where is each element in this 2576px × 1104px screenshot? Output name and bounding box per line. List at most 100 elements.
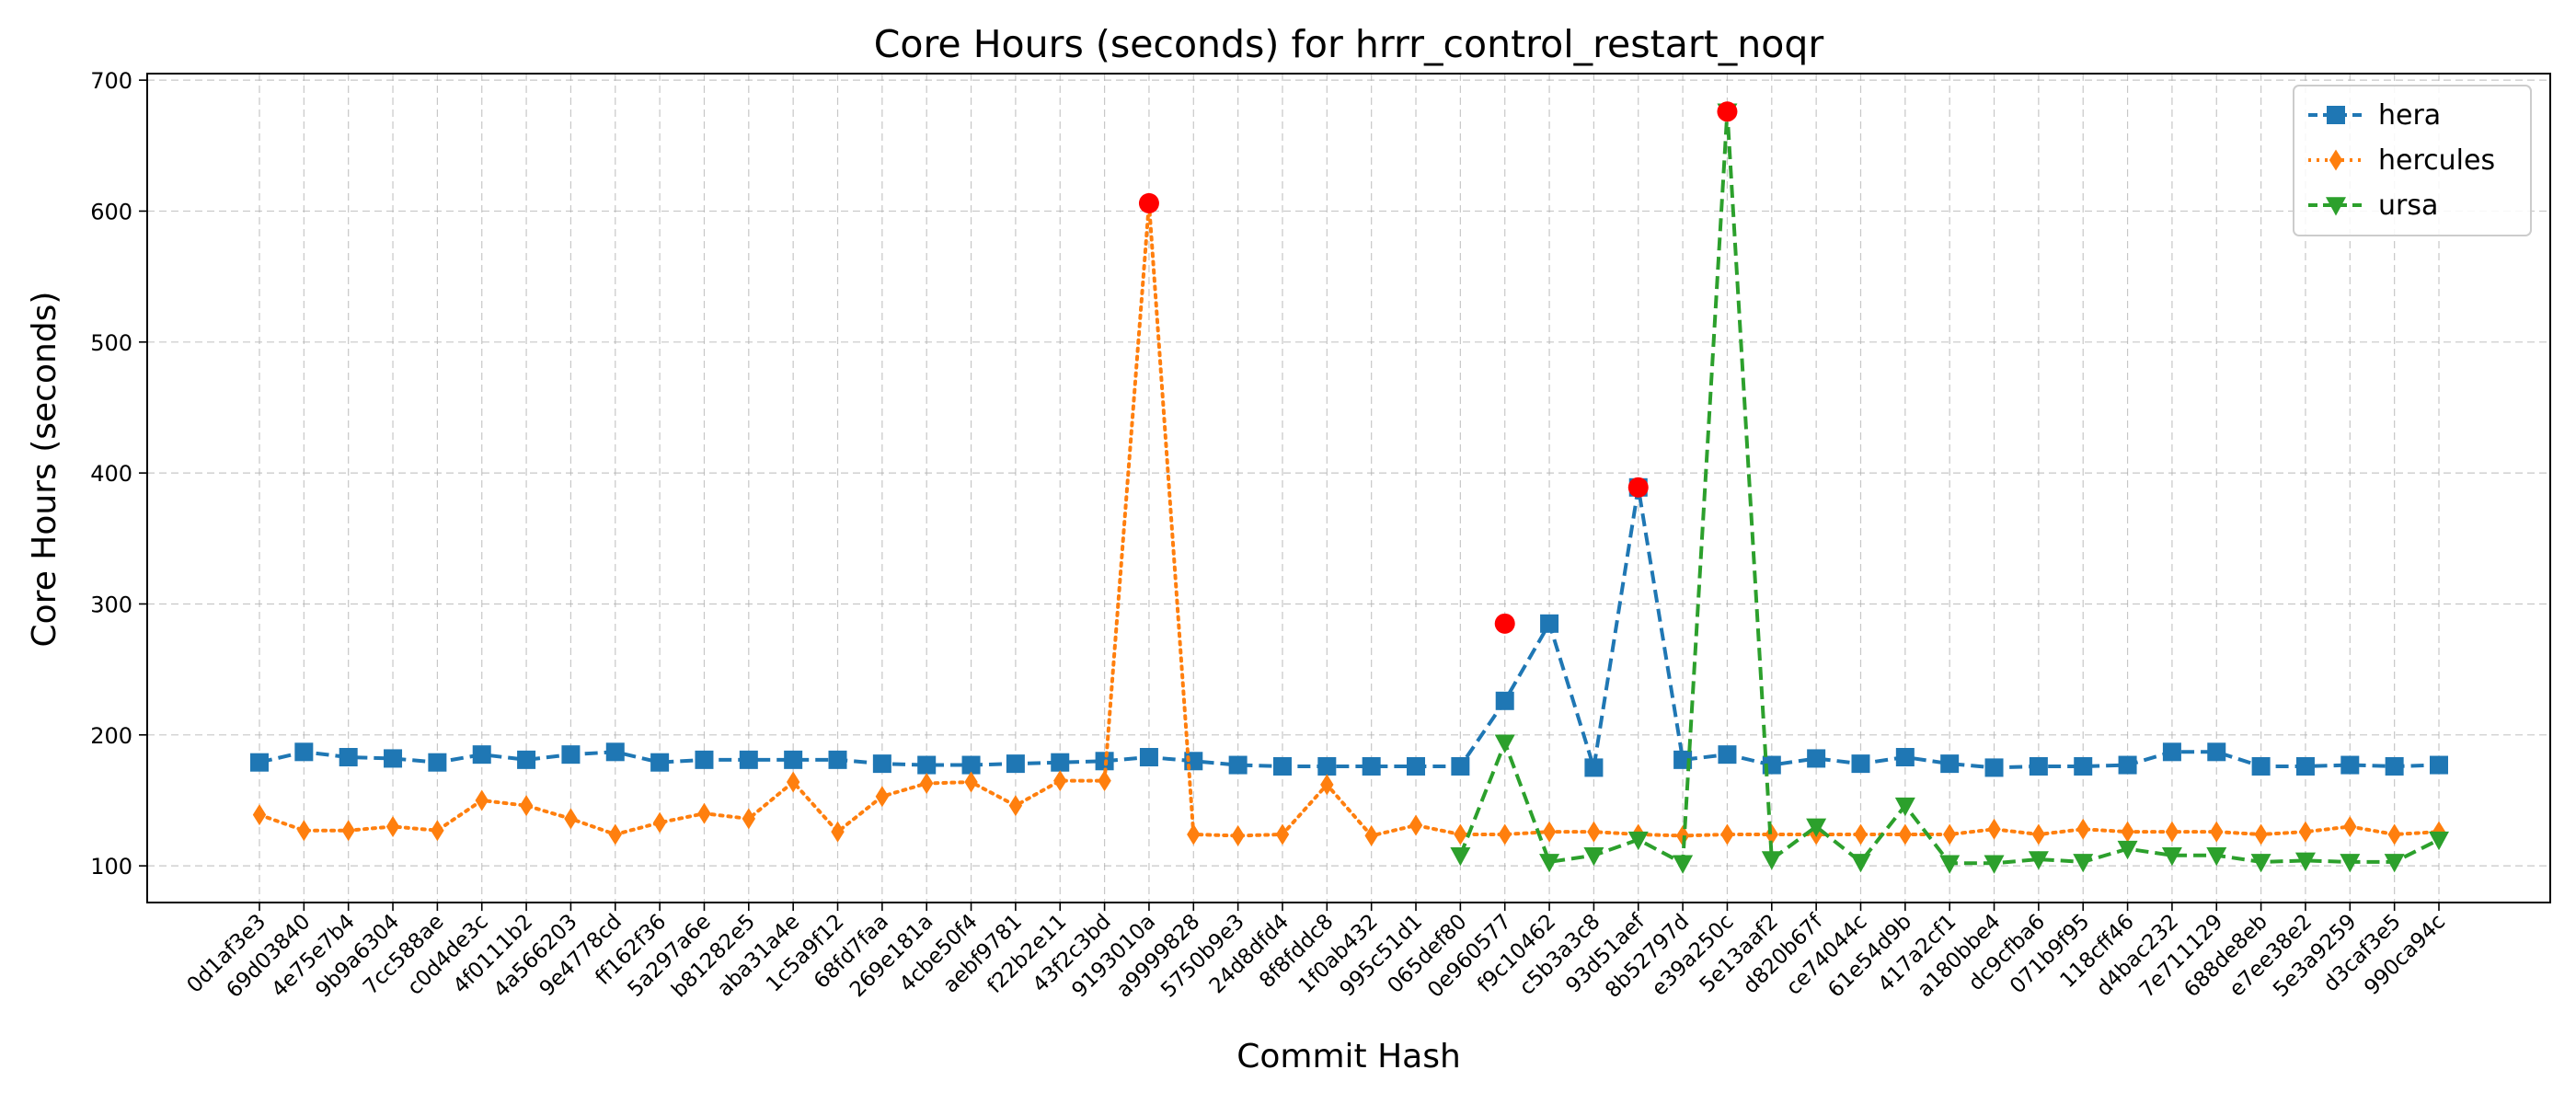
data-point-hera bbox=[1495, 691, 1514, 710]
data-point-hercules bbox=[1098, 770, 1111, 792]
data-point-hercules bbox=[2031, 823, 2046, 845]
data-point-ursa bbox=[1761, 851, 1782, 870]
data-point-hercules bbox=[2387, 823, 2401, 845]
data-point-hera bbox=[2385, 756, 2404, 776]
data-point-hera bbox=[339, 748, 358, 767]
data-point-hera bbox=[2430, 755, 2448, 775]
data-point-ursa bbox=[1984, 855, 2005, 874]
data-point-hera bbox=[1407, 756, 1426, 776]
data-point-hera bbox=[1139, 748, 1158, 767]
legend-item-hercules: hercules bbox=[2308, 144, 2495, 177]
data-point-hercules bbox=[2121, 821, 2134, 843]
data-point-hercules bbox=[1364, 824, 1378, 846]
data-point-hercules bbox=[2076, 818, 2090, 840]
data-point-ursa bbox=[1583, 846, 1604, 867]
y-tick-label: 600 bbox=[90, 199, 132, 224]
y-tick-label: 300 bbox=[90, 592, 132, 617]
data-point-hercules bbox=[1275, 823, 1290, 845]
series-ursa bbox=[1450, 103, 2449, 874]
data-point-hera bbox=[517, 750, 536, 769]
chart-title: Core Hours (seconds) for hrrr_control_re… bbox=[874, 22, 1824, 66]
anomaly-point bbox=[1627, 477, 1649, 498]
data-point-hercules bbox=[431, 820, 444, 842]
data-point-hercules bbox=[519, 795, 534, 817]
data-point-hera bbox=[1895, 748, 1915, 767]
data-point-hera bbox=[1317, 756, 1337, 776]
data-point-hercules bbox=[1942, 823, 1957, 845]
data-point-ursa bbox=[2429, 831, 2449, 851]
data-point-hercules bbox=[341, 820, 355, 842]
data-point-hercules bbox=[297, 820, 311, 842]
data-point-hercules bbox=[1542, 821, 1557, 843]
data-point-ursa bbox=[1806, 818, 1827, 837]
y-axis: 100 200 300 400 500 600 700 bbox=[90, 68, 147, 880]
data-point-hera bbox=[2295, 756, 2315, 776]
data-point-ursa bbox=[2161, 846, 2182, 867]
anomaly-point bbox=[1717, 101, 1738, 122]
data-point-ursa bbox=[1673, 855, 1694, 874]
data-point-hercules bbox=[1987, 818, 2001, 840]
data-point-hercules bbox=[875, 786, 890, 808]
data-point-hera bbox=[1228, 755, 1248, 775]
legend-item-hera: hera bbox=[2308, 99, 2441, 132]
data-point-hera bbox=[294, 742, 314, 762]
data-point-ursa bbox=[1894, 797, 1915, 817]
data-point-hera bbox=[1584, 758, 1604, 777]
data-point-hercules bbox=[564, 808, 578, 830]
legend: hera hercules ursa bbox=[2293, 85, 2532, 236]
data-point-hera bbox=[1451, 756, 1470, 776]
data-point-hera bbox=[784, 750, 803, 769]
data-point-hera bbox=[472, 745, 491, 765]
data-point-hercules bbox=[2210, 821, 2224, 843]
x-axis-label: Commit Hash bbox=[1236, 1038, 1461, 1075]
y-tick-label: 200 bbox=[90, 723, 132, 749]
data-point-hera bbox=[1272, 756, 1292, 776]
data-point-hera bbox=[1851, 754, 1870, 774]
data-point-hercules bbox=[1898, 823, 1913, 845]
data-point-ursa bbox=[2206, 846, 2227, 867]
data-point-hercules bbox=[1187, 823, 1201, 845]
data-point-ursa bbox=[2340, 854, 2361, 873]
data-point-hercules bbox=[831, 821, 845, 843]
data-point-hercules bbox=[475, 789, 489, 811]
data-point-hercules bbox=[608, 823, 622, 845]
data-point-hera bbox=[1984, 758, 2004, 777]
legend-item-ursa: ursa bbox=[2308, 190, 2438, 222]
data-point-hercules bbox=[1854, 823, 1868, 845]
data-point-hera bbox=[1540, 614, 1559, 633]
data-point-hercules bbox=[1320, 774, 1334, 796]
data-point-hercules bbox=[652, 811, 667, 834]
data-point-hera bbox=[2162, 742, 2181, 762]
data-point-hera bbox=[1006, 754, 1025, 774]
legend-marker bbox=[2329, 149, 2343, 171]
data-point-hercules bbox=[385, 815, 400, 837]
data-point-hera bbox=[1051, 753, 1070, 772]
data-point-hercules bbox=[1454, 823, 1467, 845]
data-point-ursa bbox=[2250, 854, 2271, 873]
data-point-hercules bbox=[920, 772, 934, 794]
data-point-hercules bbox=[1231, 824, 1245, 846]
legend-label: hera bbox=[2378, 99, 2441, 132]
data-point-hera bbox=[2118, 755, 2137, 775]
y-axis-label: Core Hours (seconds) bbox=[26, 292, 63, 648]
data-point-hercules bbox=[2298, 821, 2313, 843]
anomaly-point bbox=[1138, 192, 1159, 213]
data-point-hera bbox=[917, 755, 937, 775]
legend-marker bbox=[2327, 106, 2345, 124]
data-point-ursa bbox=[2117, 840, 2138, 860]
data-point-hercules bbox=[1720, 823, 1734, 845]
data-point-ursa bbox=[1539, 854, 1560, 873]
y-tick-label: 500 bbox=[90, 330, 132, 356]
data-point-hera bbox=[2340, 755, 2360, 775]
series-hera bbox=[250, 477, 2448, 777]
plot-frame bbox=[146, 73, 2551, 903]
series-hercules bbox=[252, 192, 2446, 846]
data-point-ursa bbox=[2073, 854, 2094, 873]
data-point-hera bbox=[695, 750, 714, 769]
anomaly-point bbox=[1494, 613, 1515, 634]
legend-box bbox=[2293, 85, 2532, 236]
data-point-hercules bbox=[1498, 823, 1512, 845]
y-tick-label: 700 bbox=[90, 68, 132, 94]
